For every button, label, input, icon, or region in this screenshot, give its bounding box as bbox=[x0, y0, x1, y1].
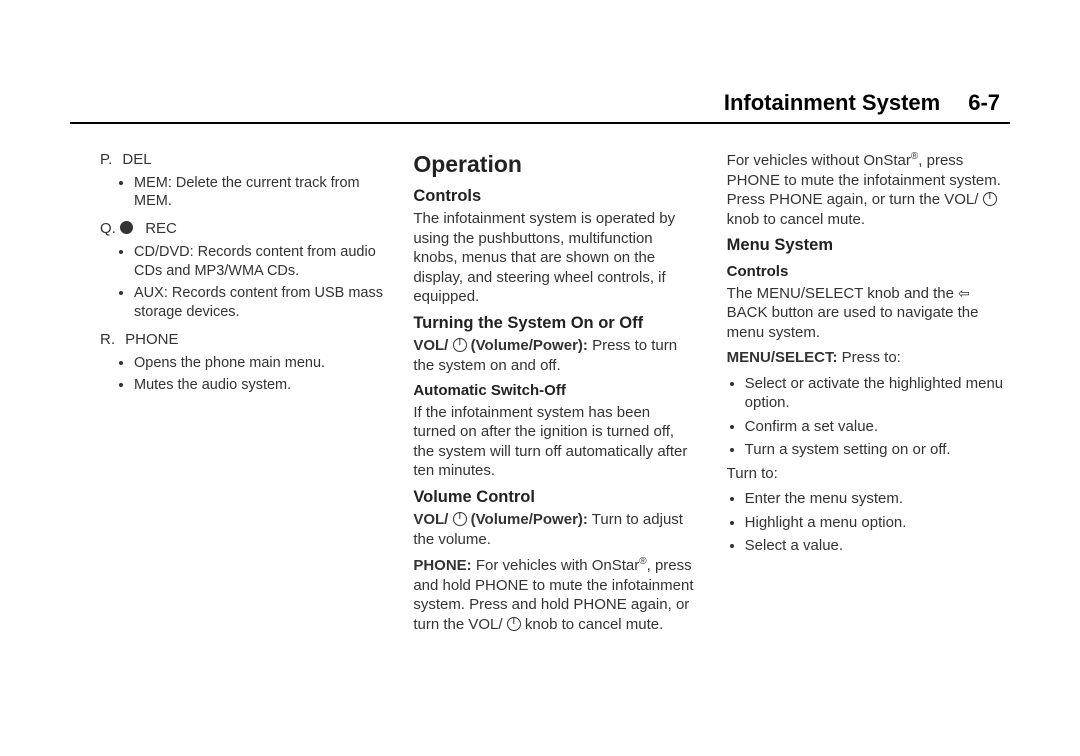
turn-list: Enter the menu system. Highlight a menu … bbox=[745, 489, 1010, 556]
def-label: DEL bbox=[122, 151, 151, 168]
def-letter: R. bbox=[100, 331, 115, 348]
list-item: Confirm a set value. bbox=[745, 417, 1010, 437]
menu-system-heading: Menu System bbox=[727, 235, 1010, 256]
def-bullets: MEM: Delete the current track from MEM. bbox=[134, 174, 383, 212]
list-item: Highlight a menu option. bbox=[745, 513, 1010, 533]
top3: knob to cancel mute. bbox=[727, 211, 865, 228]
auto-off-body: If the infotainment system has been turn… bbox=[413, 403, 696, 481]
power-icon bbox=[453, 338, 467, 352]
def-bullets: Opens the phone main menu. Mutes the aud… bbox=[134, 354, 383, 396]
registered-mark: ® bbox=[639, 556, 646, 567]
phone-body3: knob to cancel mute. bbox=[521, 616, 664, 633]
definition-item: P. DEL MEM: Delete the current track fro… bbox=[100, 150, 383, 211]
controls-heading: Controls bbox=[727, 262, 1010, 282]
bullet-item: AUX: Records content from USB mass stora… bbox=[134, 284, 383, 322]
menu-select-label: MENU/SELECT: bbox=[727, 349, 838, 366]
manual-page: Infotainment System 6-7 P. DEL MEM: Dele… bbox=[0, 0, 1080, 680]
column-1: P. DEL MEM: Delete the current track fro… bbox=[100, 150, 383, 640]
phone-mute-body: PHONE: For vehicles with OnStar®, press … bbox=[413, 555, 696, 634]
bullet-item: MEM: Delete the current track from MEM. bbox=[134, 174, 383, 212]
auto-off-heading: Automatic Switch-Off bbox=[413, 381, 696, 401]
def-bullets: CD/DVD: Records content from audio CDs a… bbox=[134, 243, 383, 322]
def-letter: Q. bbox=[100, 220, 116, 237]
power-icon bbox=[453, 512, 467, 526]
vol-label2: (Volume/Power): bbox=[467, 511, 588, 528]
controls-body: The infotainment system is operated by u… bbox=[413, 209, 696, 307]
top1: For vehicles without OnStar bbox=[727, 152, 911, 169]
list-item: Select a value. bbox=[745, 536, 1010, 556]
controls-body1: The MENU/SELECT knob and the bbox=[727, 285, 959, 302]
turn-to-label: Turn to: bbox=[727, 464, 1010, 484]
turning-heading: Turning the System On or Off bbox=[413, 313, 696, 334]
column-3: For vehicles without OnStar®, press PHON… bbox=[727, 150, 1010, 640]
power-icon bbox=[983, 192, 997, 206]
press-list: Select or activate the highlighted menu … bbox=[745, 374, 1010, 460]
back-arrow-icon: ⇦ bbox=[958, 284, 970, 302]
list-item: Enter the menu system. bbox=[745, 489, 1010, 509]
vol-label2: (Volume/Power): bbox=[467, 337, 588, 354]
menu-controls-body: The MENU/SELECT knob and the ⇦ BACK butt… bbox=[727, 284, 1010, 343]
header-title: Infotainment System bbox=[724, 90, 940, 116]
record-dot-icon bbox=[120, 221, 133, 234]
header-divider bbox=[70, 122, 1010, 124]
def-label: REC bbox=[145, 220, 177, 237]
operation-heading: Operation bbox=[413, 150, 696, 180]
vol-power-turn: VOL/ (Volume/Power): Turn to adjust the … bbox=[413, 510, 696, 549]
bullet-item: Mutes the audio system. bbox=[134, 376, 383, 395]
list-item: Select or activate the highlighted menu … bbox=[745, 374, 1010, 413]
controls-heading: Controls bbox=[413, 186, 696, 207]
phone-body1: For vehicles with OnStar bbox=[472, 557, 640, 574]
menu-select-body: Press to: bbox=[838, 349, 901, 366]
phone-label: PHONE: bbox=[413, 557, 471, 574]
definition-item: Q. REC CD/DVD: Records content from audi… bbox=[100, 219, 383, 322]
content-columns: P. DEL MEM: Delete the current track fro… bbox=[100, 150, 1010, 640]
bullet-item: CD/DVD: Records content from audio CDs a… bbox=[134, 243, 383, 281]
power-icon bbox=[507, 617, 521, 631]
column-2: Operation Controls The infotainment syst… bbox=[413, 150, 696, 640]
definition-item: R. PHONE Opens the phone main menu. Mute… bbox=[100, 330, 383, 395]
vol-label: VOL/ bbox=[413, 511, 452, 528]
controls-body2: BACK button are used to navigate the men… bbox=[727, 304, 979, 341]
volume-control-heading: Volume Control bbox=[413, 487, 696, 508]
vol-label: VOL/ bbox=[413, 337, 452, 354]
menu-select-press: MENU/SELECT: Press to: bbox=[727, 348, 1010, 368]
page-header: Infotainment System 6-7 bbox=[724, 90, 1000, 116]
def-letter: P. bbox=[100, 151, 112, 168]
no-onstar-body: For vehicles without OnStar®, press PHON… bbox=[727, 150, 1010, 229]
vol-power-press: VOL/ (Volume/Power): Press to turn the s… bbox=[413, 336, 696, 375]
list-item: Turn a system setting on or off. bbox=[745, 440, 1010, 460]
bullet-item: Opens the phone main menu. bbox=[134, 354, 383, 373]
header-page-number: 6-7 bbox=[968, 90, 1000, 116]
def-label: PHONE bbox=[125, 331, 178, 348]
